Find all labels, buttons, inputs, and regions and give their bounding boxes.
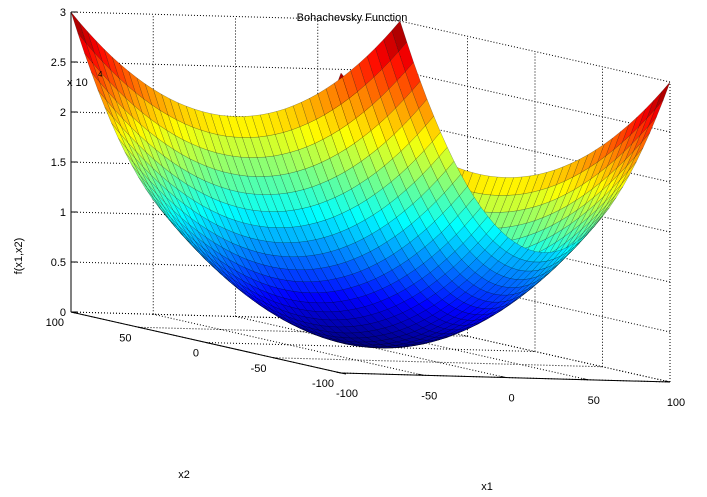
x-tick-label: -50: [421, 390, 437, 402]
y-tick-label: 50: [119, 332, 131, 344]
y-tick-label: -50: [251, 363, 267, 375]
x-axis-label: x1: [481, 481, 493, 493]
grid-line: [70, 211, 401, 222]
z-tick-label: 1: [60, 207, 66, 219]
x-tick-label: 100: [667, 397, 685, 409]
grid-line: [138, 326, 468, 337]
chart-title: Bohachevsky Function: [297, 12, 408, 24]
y-tick: [340, 372, 347, 375]
z-multiplier-exponent: 4: [98, 70, 103, 79]
y-tick-label: 0: [193, 348, 199, 360]
z-tick-label: 2: [60, 107, 66, 119]
x-tick: [664, 380, 671, 383]
z-tick-label: 0: [60, 307, 66, 319]
grid-line: [399, 320, 671, 383]
y-tick: [205, 342, 212, 344]
x-tick: [335, 371, 342, 374]
y-tick: [273, 357, 279, 360]
x-tick-label: 50: [588, 395, 600, 407]
z-multiplier-label: x 10: [67, 77, 88, 89]
x-tick-label: 0: [508, 393, 514, 405]
y-axis-label: x2: [178, 469, 190, 481]
z-tick-label: 3: [60, 7, 66, 19]
z-axis-label: f(x1,x2): [13, 238, 25, 275]
grid-line: [399, 270, 671, 333]
grid-line: [70, 261, 401, 272]
x-tick: [500, 376, 506, 378]
grid-line: [153, 313, 424, 376]
grid-line: [70, 61, 401, 72]
grid-line: [205, 342, 536, 352]
y-tick-label: -100: [312, 378, 334, 390]
z-tick-label: 0.5: [51, 257, 66, 269]
z-tick-label: 1.5: [51, 157, 66, 169]
grid-line: [70, 161, 401, 172]
z-tick-label: 2.5: [51, 57, 66, 69]
grid-line: [273, 357, 603, 368]
grid-line: [399, 20, 671, 83]
x-tick-label: -100: [336, 388, 358, 400]
grid-line: [70, 311, 401, 322]
surface-patch: [70, 11, 87, 44]
grid-line: [399, 120, 671, 183]
y-tick-label: 100: [46, 317, 64, 329]
x-tick: [418, 373, 424, 376]
grid-line: [399, 70, 671, 133]
y-tick: [138, 326, 144, 329]
surface-mesh: [70, 11, 671, 349]
x-tick: [582, 378, 588, 381]
grid-line: [70, 11, 401, 22]
tick-marks: [70, 11, 671, 383]
